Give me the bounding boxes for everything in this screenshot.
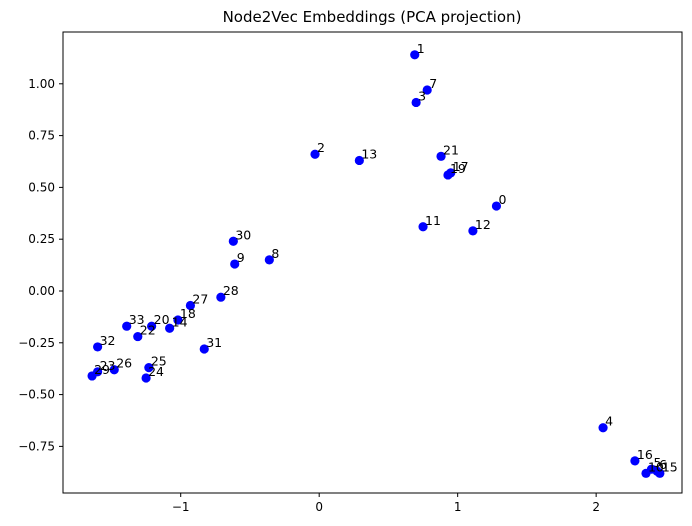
- x-tick-label: 1: [454, 500, 462, 514]
- data-point-label: 21: [443, 142, 459, 157]
- data-point-label: 22: [140, 323, 156, 338]
- data-point: [630, 456, 640, 466]
- y-tick-label: −0.75: [18, 439, 55, 453]
- data-point: [411, 97, 421, 108]
- data-point: [422, 85, 432, 95]
- data-point-label: 5: [654, 455, 662, 470]
- data-point: [165, 323, 175, 333]
- data-point: [641, 468, 651, 478]
- data-point: [144, 363, 154, 373]
- data-point-label: 12: [475, 217, 491, 232]
- data-point-label: 33: [129, 312, 145, 327]
- y-tick-label: −0.25: [18, 336, 55, 350]
- data-point: [173, 315, 183, 325]
- y-tick-label: 0.75: [28, 129, 55, 143]
- data-point: [443, 170, 453, 180]
- data-point-label: 16: [637, 447, 653, 462]
- data-point-label: 24: [148, 364, 164, 379]
- data-point-label: 29: [94, 362, 110, 377]
- y-tick-label: 0.25: [28, 232, 55, 246]
- x-tick-label: 0: [315, 500, 323, 514]
- x-tick-label: −1: [172, 500, 190, 514]
- data-point: [354, 155, 364, 166]
- data-point-label: 23: [100, 358, 116, 373]
- data-point-label: 8: [271, 246, 279, 261]
- data-point: [109, 365, 119, 375]
- data-point: [598, 423, 608, 433]
- y-tick-label: 0.50: [28, 180, 55, 194]
- data-point: [410, 50, 420, 60]
- data-point: [133, 331, 143, 342]
- data-point-label: 18: [180, 306, 196, 321]
- data-point-label: 4: [605, 414, 613, 429]
- points-layer: [87, 50, 665, 478]
- data-point-label: 30: [235, 227, 251, 242]
- data-point: [468, 226, 478, 236]
- data-point: [655, 468, 665, 478]
- data-point: [147, 321, 157, 331]
- y-tick-label: 1.00: [28, 77, 55, 91]
- data-point-label: 31: [206, 335, 222, 350]
- data-point: [491, 201, 502, 211]
- data-point: [199, 344, 209, 354]
- data-point-label: 20: [154, 312, 170, 327]
- data-point: [310, 149, 320, 159]
- data-point: [436, 151, 446, 161]
- data-point: [216, 292, 226, 302]
- data-point-label: 27: [192, 291, 208, 306]
- data-point-label: 7: [429, 76, 437, 91]
- data-point: [418, 222, 428, 232]
- chart-title: Node2Vec Embeddings (PCA projection): [223, 8, 522, 26]
- data-point: [264, 255, 274, 265]
- data-point-label: 26: [116, 356, 132, 371]
- plot-frame: [62, 31, 683, 494]
- data-point-label: 13: [361, 146, 377, 161]
- data-point-label: 9: [237, 250, 245, 265]
- data-point: [87, 371, 97, 381]
- data-point-label: 10: [648, 459, 664, 474]
- data-point-label: 28: [223, 283, 239, 298]
- y-tick-label: 0.00: [28, 284, 55, 298]
- data-point-label: 25: [151, 354, 167, 369]
- data-point-label: 0: [498, 192, 506, 207]
- data-point-label: 6: [659, 457, 667, 472]
- data-point-label: 17: [453, 159, 469, 174]
- data-point-label: 11: [425, 213, 441, 228]
- data-point-label: 14: [172, 314, 188, 329]
- data-point: [228, 236, 238, 246]
- data-point-label: 1: [417, 41, 425, 56]
- data-point: [93, 342, 103, 352]
- axes-layer: −1 0 1 2−0.75−0.50−0.250.000.250.500.751.00: [18, 31, 683, 514]
- data-point-label: 32: [100, 333, 116, 348]
- data-point-label: 2: [317, 140, 325, 155]
- x-tick-label: 2: [592, 500, 600, 514]
- data-point: [185, 300, 196, 311]
- y-tick-label: −0.50: [18, 388, 55, 402]
- data-point: [141, 373, 151, 383]
- data-point-label: 19: [450, 161, 466, 176]
- data-point: [122, 321, 132, 331]
- data-point-label: 3: [418, 88, 426, 103]
- data-point-label: 15: [662, 459, 678, 474]
- data-point: [230, 259, 240, 269]
